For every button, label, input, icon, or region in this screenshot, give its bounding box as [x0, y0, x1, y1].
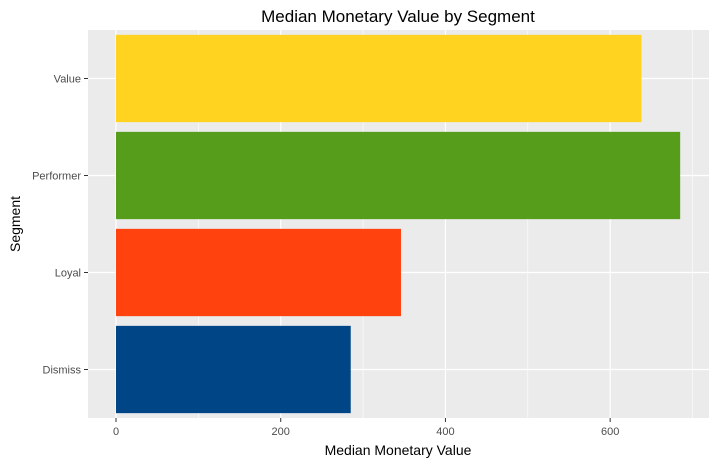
x-tick-label: 0 [113, 426, 119, 438]
y-tick-label: Dismiss [43, 365, 82, 377]
y-tick-label: Loyal [55, 268, 81, 280]
bar-value [116, 34, 642, 123]
bar-dismiss [116, 325, 351, 414]
x-tick-label: 400 [436, 426, 454, 438]
x-axis-label: Median Monetary Value [325, 442, 472, 458]
bar-loyal [116, 228, 401, 317]
y-tick-label: Value [54, 74, 81, 86]
y-tick-label: Performer [32, 171, 81, 183]
bar-performer [116, 131, 681, 220]
x-tick-label: 600 [601, 426, 619, 438]
chart-title: Median Monetary Value by Segment [261, 7, 535, 26]
x-tick-label: 200 [272, 426, 290, 438]
y-axis-label: Segment [7, 196, 23, 252]
